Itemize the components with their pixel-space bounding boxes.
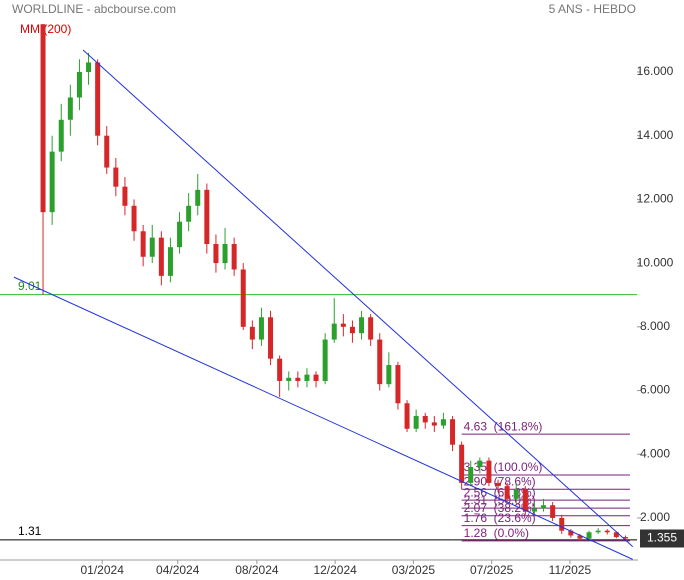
y-tick-label: 6.000: [640, 383, 670, 397]
x-tick-label: 03/2025: [392, 563, 436, 577]
x-tick-label: 08/2024: [235, 563, 279, 577]
trendline: [13, 276, 633, 560]
last-price-label: 1.355: [647, 531, 677, 545]
candle-body: [541, 505, 547, 509]
candle-body: [604, 530, 610, 533]
candle-body: [495, 482, 501, 487]
indicator-label: MM (200): [20, 22, 71, 36]
candle-body: [95, 62, 101, 136]
fibonacci-label: 4.63 (161.8%): [464, 419, 543, 433]
candle-body: [404, 403, 410, 429]
y-tick-label: 16.000: [637, 64, 674, 78]
trendline: [82, 49, 634, 547]
y-tick-label: 8.000: [640, 319, 670, 333]
fibonacci-label: 1.76 (23.6%): [464, 511, 536, 525]
candle-body: [586, 532, 592, 539]
candle-body: [513, 489, 519, 499]
candle-body: [249, 326, 255, 340]
candle-body: [531, 508, 537, 512]
candle-body: [577, 535, 583, 539]
candle-body: [477, 460, 483, 467]
candle-body: [522, 489, 528, 512]
y-tick-label: 2.000: [640, 510, 670, 524]
candle-body: [349, 326, 355, 334]
candle-body: [322, 339, 328, 381]
candle-body: [431, 422, 437, 426]
candle-body: [222, 244, 228, 264]
candle-body: [550, 505, 556, 518]
candle-body: [386, 365, 392, 385]
y-tick-label: 12.000: [637, 192, 674, 206]
candle-body: [49, 151, 55, 213]
chart-subtitle: 5 ANS - HEBDO: [549, 2, 636, 16]
x-tick-label: 12/2024: [313, 563, 357, 577]
fibonacci-label: 2.90 (78.6%): [464, 474, 536, 488]
candle-body: [113, 167, 119, 187]
candle-body: [459, 444, 465, 483]
chart-title: WORLDLINE - abcbourse.com: [12, 2, 176, 16]
horizontal-line-label: 9.01: [18, 279, 42, 293]
candle-body: [213, 244, 219, 264]
candle-body: [140, 231, 146, 257]
x-tick-label: 07/2025: [470, 563, 514, 577]
candle-body: [331, 323, 337, 340]
candle-body: [231, 244, 237, 270]
candle-body: [149, 237, 155, 257]
candle-body: [359, 317, 365, 334]
candle-body: [122, 186, 128, 206]
candle-body: [186, 205, 192, 222]
candle-body: [131, 205, 137, 232]
y-tick-label: 10.000: [637, 255, 674, 269]
y-tick-label: 4.000: [640, 446, 670, 460]
candle-body: [58, 119, 64, 152]
fibonacci-label: 3.35 (100.0%): [464, 460, 543, 474]
candle-body: [559, 517, 565, 531]
candle-body: [295, 377, 301, 381]
candle-body: [377, 339, 383, 385]
candle-body: [568, 530, 574, 536]
candle-body: [40, 24, 46, 213]
candle-body: [613, 532, 619, 538]
candle-body: [440, 419, 446, 426]
candle-body: [313, 374, 319, 381]
last-price-box: [640, 529, 684, 548]
x-tick-label: 11/2025: [549, 563, 592, 577]
candle-body: [204, 189, 210, 245]
candle-body: [158, 237, 164, 276]
candle-body: [195, 189, 201, 206]
candle-body: [368, 317, 374, 340]
candle-body: [277, 358, 283, 381]
candle-body: [304, 374, 310, 381]
candle-body: [340, 323, 346, 327]
candle-body: [104, 135, 110, 168]
x-tick-label: 01/2024: [80, 563, 124, 577]
candle-body: [595, 530, 601, 533]
candle-body: [450, 419, 456, 445]
candle-body: [422, 416, 428, 423]
x-tick-label: 04/2024: [156, 563, 200, 577]
y-tick-label: 14.000: [637, 128, 674, 142]
candle-body: [268, 317, 274, 359]
candle-body: [86, 62, 92, 72]
candle-body: [622, 537, 628, 539]
candle-body: [67, 97, 73, 120]
candle-body: [177, 221, 183, 248]
candle-body: [258, 317, 264, 340]
fibonacci-label: 2.07 (38.2%): [464, 501, 536, 515]
candle-body: [76, 71, 82, 98]
fibonacci-label: 1.28 (0.0%): [464, 526, 529, 540]
candle-body: [167, 247, 173, 276]
candle-body: [486, 460, 492, 483]
candle-body: [240, 269, 246, 327]
candle-body: [468, 466, 474, 483]
candle-body: [286, 377, 292, 381]
candle-body: [504, 486, 510, 499]
candle-body: [395, 365, 401, 404]
candle-body: [413, 416, 419, 429]
horizontal-line-label: 1.31: [18, 524, 42, 538]
